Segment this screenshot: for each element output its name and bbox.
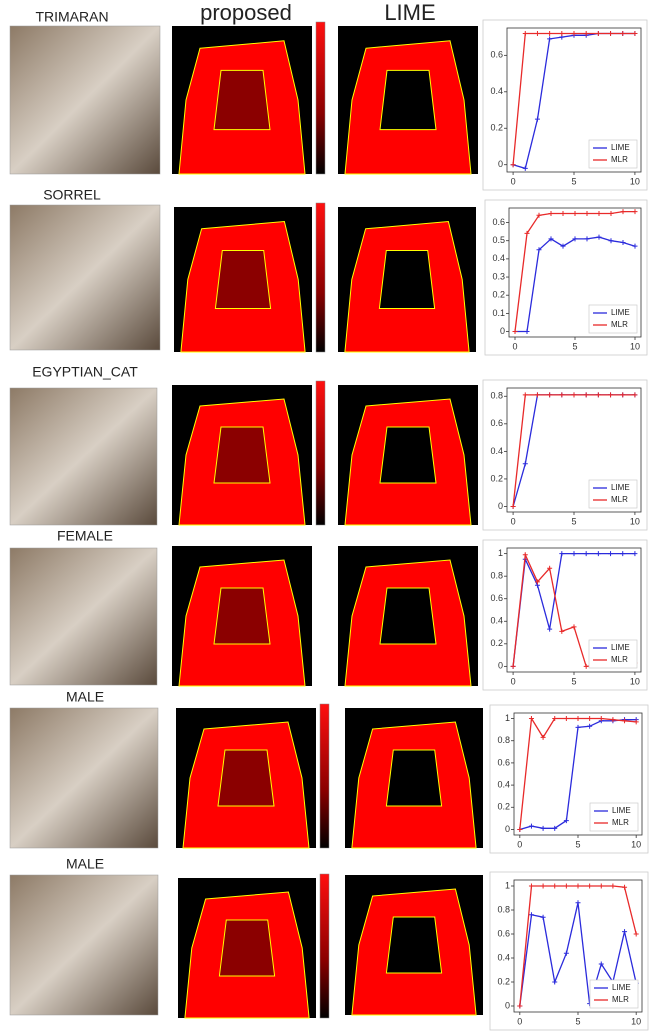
photo bbox=[10, 26, 160, 174]
y-tick-label: 0.4 bbox=[490, 446, 503, 456]
column-header: proposed bbox=[200, 0, 292, 25]
y-tick-label: 0.2 bbox=[497, 976, 510, 986]
x-tick-label: 10 bbox=[631, 839, 641, 849]
legend-label: LIME bbox=[612, 806, 631, 815]
photo bbox=[10, 875, 158, 1015]
y-tick-label: 0.2 bbox=[490, 638, 503, 648]
legend-label: LIME bbox=[611, 643, 630, 652]
photo bbox=[10, 205, 160, 350]
y-tick-label: 0.6 bbox=[490, 50, 503, 60]
x-tick-label: 5 bbox=[571, 676, 576, 686]
y-tick-label: 0.6 bbox=[490, 418, 503, 428]
legend-label: MLR bbox=[611, 655, 628, 664]
salient-region bbox=[214, 588, 270, 644]
y-tick-label: 0.4 bbox=[492, 253, 505, 263]
y-tick-label: 0.2 bbox=[492, 290, 505, 300]
y-tick-label: 0.8 bbox=[497, 904, 510, 914]
x-tick-label: 5 bbox=[571, 176, 576, 186]
y-tick-label: 0.4 bbox=[497, 779, 510, 789]
colorbar bbox=[316, 22, 325, 174]
salient-region bbox=[219, 920, 274, 976]
y-tick-label: 0.4 bbox=[497, 952, 510, 962]
y-tick-label: 0.4 bbox=[490, 616, 503, 626]
salient-region bbox=[386, 750, 441, 806]
y-tick-label: 0.2 bbox=[490, 123, 503, 133]
y-tick-label: 0.6 bbox=[492, 217, 505, 227]
colorbar bbox=[320, 874, 329, 1018]
photo bbox=[10, 548, 157, 685]
row-label: MALE bbox=[66, 856, 104, 872]
salient-region bbox=[380, 427, 436, 483]
y-tick-label: 1 bbox=[498, 548, 503, 558]
y-tick-label: 0.8 bbox=[490, 391, 503, 401]
y-tick-label: 0 bbox=[498, 501, 503, 511]
figure: proposed LIME TRIMARAN00.20.40.60510LIME… bbox=[0, 0, 649, 1036]
column-header: LIME bbox=[384, 0, 435, 25]
y-tick-label: 0 bbox=[505, 824, 510, 834]
row-label: SORREL bbox=[43, 187, 101, 203]
photo bbox=[10, 388, 157, 525]
row-label: TRIMARAN bbox=[35, 9, 108, 25]
y-tick-label: 1 bbox=[505, 880, 510, 890]
y-tick-label: 0.8 bbox=[490, 571, 503, 581]
x-tick-label: 0 bbox=[511, 516, 516, 526]
legend-label: MLR bbox=[611, 320, 628, 329]
salient-region bbox=[215, 251, 270, 309]
y-tick-label: 0.4 bbox=[490, 86, 503, 96]
y-tick-label: 0 bbox=[498, 661, 503, 671]
legend-label: MLR bbox=[611, 155, 628, 164]
x-tick-label: 10 bbox=[630, 176, 640, 186]
x-tick-label: 0 bbox=[511, 676, 516, 686]
colorbar bbox=[316, 203, 325, 352]
legend-label: LIME bbox=[611, 143, 630, 152]
photo bbox=[10, 708, 158, 848]
legend-label: MLR bbox=[612, 818, 629, 827]
y-tick-label: 0.2 bbox=[497, 802, 510, 812]
y-tick-label: 0.5 bbox=[492, 235, 505, 245]
x-tick-label: 10 bbox=[630, 676, 640, 686]
row-label: EGYPTIAN_CAT bbox=[32, 364, 138, 380]
y-tick-label: 0.1 bbox=[492, 308, 505, 318]
legend-label: MLR bbox=[611, 495, 628, 504]
salient-region bbox=[218, 750, 274, 806]
row-label: MALE bbox=[66, 689, 104, 705]
legend-label: MLR bbox=[612, 995, 629, 1004]
x-tick-label: 0 bbox=[511, 176, 516, 186]
colorbar bbox=[316, 381, 325, 525]
y-tick-label: 0 bbox=[498, 159, 503, 169]
salient-region bbox=[380, 588, 436, 644]
salient-region bbox=[214, 70, 270, 129]
y-tick-label: 0.3 bbox=[492, 271, 505, 281]
x-tick-label: 0 bbox=[517, 1016, 522, 1026]
x-tick-label: 0 bbox=[517, 839, 522, 849]
x-tick-label: 5 bbox=[575, 839, 580, 849]
x-tick-label: 10 bbox=[631, 1016, 641, 1026]
salient-region bbox=[386, 917, 441, 973]
salient-region bbox=[380, 70, 436, 129]
x-tick-label: 10 bbox=[630, 341, 640, 351]
x-tick-label: 5 bbox=[572, 341, 577, 351]
legend-label: LIME bbox=[611, 483, 630, 492]
y-tick-label: 0.8 bbox=[497, 735, 510, 745]
y-tick-label: 0.2 bbox=[490, 473, 503, 483]
x-tick-label: 10 bbox=[630, 516, 640, 526]
y-tick-label: 0.6 bbox=[497, 757, 510, 767]
x-tick-label: 5 bbox=[575, 1016, 580, 1026]
legend-label: LIME bbox=[611, 308, 630, 317]
y-tick-label: 1 bbox=[505, 713, 510, 723]
y-tick-label: 0.6 bbox=[497, 928, 510, 938]
salient-region bbox=[214, 427, 270, 483]
x-tick-label: 0 bbox=[512, 341, 517, 351]
y-tick-label: 0 bbox=[505, 1000, 510, 1010]
y-tick-label: 0.6 bbox=[490, 593, 503, 603]
row-label: FEMALE bbox=[57, 528, 113, 544]
colorbar bbox=[320, 704, 329, 848]
legend-label: LIME bbox=[612, 983, 631, 992]
salient-region bbox=[379, 251, 434, 309]
y-tick-label: 0 bbox=[500, 326, 505, 336]
x-tick-label: 5 bbox=[571, 516, 576, 526]
